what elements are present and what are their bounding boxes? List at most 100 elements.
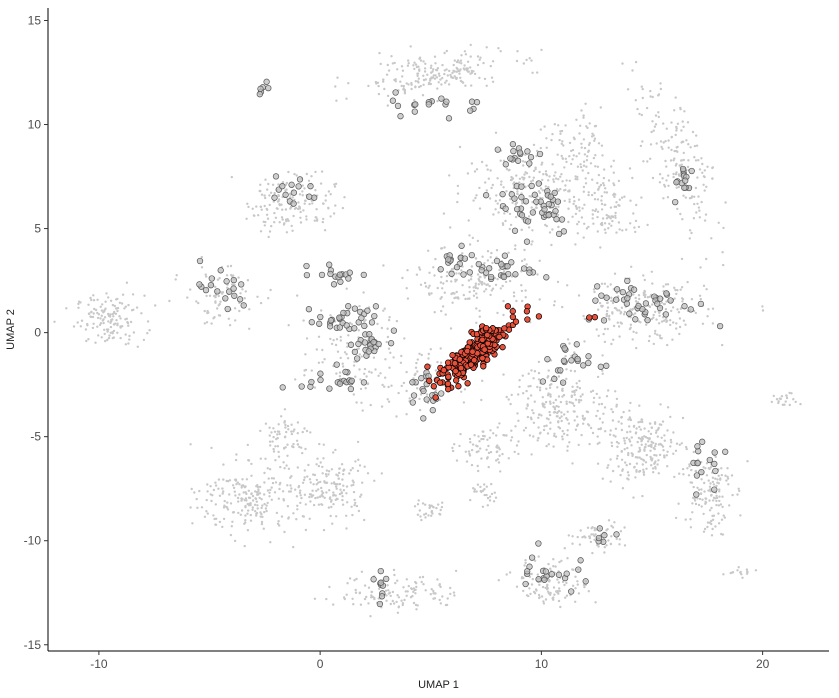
mid-point: [536, 150, 544, 158]
background-point: [387, 385, 390, 389]
mid-point: [656, 295, 664, 302]
background-point: [438, 583, 441, 586]
background-point: [296, 294, 299, 297]
background-point: [605, 313, 608, 316]
background-point: [568, 198, 571, 201]
background-point: [258, 485, 262, 489]
background-point: [356, 469, 360, 473]
mid-point: [478, 267, 485, 274]
background-point: [665, 300, 668, 303]
background-point: [641, 96, 644, 100]
background-point: [680, 257, 684, 261]
background-point: [250, 462, 253, 466]
background-point: [592, 401, 595, 404]
background-point: [657, 426, 660, 430]
mid-point: [257, 85, 264, 92]
background-point: [418, 57, 421, 60]
background-point: [247, 459, 250, 462]
background-point: [309, 481, 312, 484]
background-point: [651, 95, 654, 99]
background-point: [562, 393, 566, 397]
background-point: [441, 305, 445, 308]
background-point: [558, 138, 561, 142]
background-point: [378, 587, 381, 590]
x-axis-ticks: -10 0 10 20: [90, 651, 770, 671]
background-point: [579, 529, 582, 532]
background-point: [345, 97, 348, 100]
background-point: [635, 346, 638, 350]
background-point: [546, 583, 549, 586]
background-point: [592, 134, 595, 137]
background-point: [529, 592, 532, 596]
background-point: [359, 603, 363, 606]
background-point: [470, 265, 474, 268]
mid-point: [667, 297, 674, 304]
background-point: [430, 77, 433, 80]
background-point: [374, 368, 377, 371]
highlight-point: [451, 360, 459, 367]
background-point: [571, 535, 574, 538]
background-point: [135, 306, 139, 309]
mid-point: [516, 149, 524, 156]
background-point: [334, 204, 337, 207]
background-point: [606, 285, 609, 288]
background-point: [538, 583, 541, 586]
background-point: [357, 329, 360, 332]
background-point: [697, 503, 701, 507]
background-point: [695, 144, 699, 147]
background-point: [583, 153, 587, 156]
background-point: [574, 175, 577, 178]
background-point: [249, 519, 253, 522]
mid-point: [514, 157, 522, 164]
background-point: [663, 185, 667, 188]
background-point: [146, 332, 149, 335]
background-point: [574, 428, 578, 431]
background-point: [470, 162, 474, 165]
background-point: [539, 128, 542, 131]
mid-point: [420, 415, 427, 422]
background-point: [554, 171, 557, 174]
background-point: [317, 481, 320, 484]
background-point: [520, 228, 523, 232]
background-point: [678, 443, 681, 446]
background-point: [544, 170, 548, 173]
background-point: [496, 444, 499, 447]
background-point: [558, 589, 561, 593]
mid-point: [539, 378, 547, 385]
background-point: [660, 301, 664, 304]
background-point: [370, 371, 373, 374]
background-point: [288, 192, 292, 195]
background-point: [627, 453, 630, 457]
background-point: [559, 187, 562, 191]
mid-point: [317, 370, 324, 377]
background-point: [346, 501, 349, 504]
background-point: [263, 204, 266, 208]
background-point: [535, 154, 538, 158]
background-point: [522, 62, 525, 65]
background-point: [436, 87, 439, 90]
mid-point: [467, 107, 474, 114]
background-point: [601, 421, 604, 424]
background-point: [561, 395, 564, 398]
background-point: [630, 452, 633, 455]
background-point: [295, 174, 298, 177]
background-point: [387, 400, 391, 403]
background-point: [261, 504, 264, 507]
background-point: [408, 397, 411, 400]
background-point: [521, 299, 524, 303]
background-point: [635, 470, 638, 473]
background-point: [307, 179, 311, 182]
background-point: [671, 306, 675, 309]
background-point: [581, 536, 584, 539]
background-point: [459, 59, 463, 62]
mid-point: [303, 271, 311, 279]
background-point: [342, 473, 345, 476]
background-point: [642, 470, 645, 474]
background-point: [458, 145, 462, 149]
x-tick-label: 20: [756, 657, 770, 671]
mid-point: [327, 317, 335, 324]
background-point: [327, 470, 331, 473]
background-point: [79, 301, 82, 304]
background-point: [466, 297, 469, 300]
background-point: [603, 406, 607, 409]
